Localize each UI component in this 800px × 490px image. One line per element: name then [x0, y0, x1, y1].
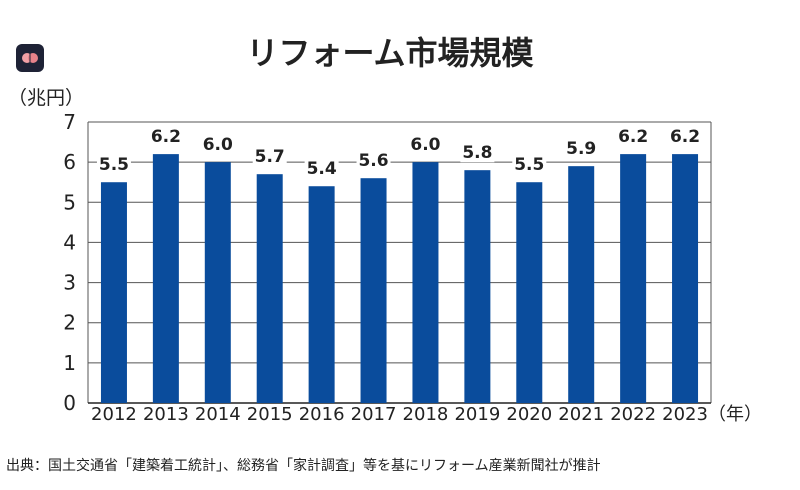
y-tick-label: 2 [63, 311, 76, 335]
data-label-background [356, 150, 391, 171]
data-label: 6.2 [151, 127, 181, 147]
x-tick-label: 2022 [610, 404, 656, 425]
bar [308, 186, 335, 403]
y-tick-label: 5 [63, 190, 76, 214]
bar [516, 182, 543, 403]
data-label: 6.0 [203, 135, 233, 155]
data-label-background [96, 154, 131, 175]
brain-icon[interactable] [16, 44, 44, 72]
data-label-background [616, 126, 651, 147]
data-label-background [512, 154, 547, 175]
source-note: 出典：国土交通省「建築着工統計」、総務省「家計調査」等を基にリフォーム産業新聞社… [6, 457, 601, 474]
data-label-background [148, 126, 183, 147]
bar [464, 170, 491, 403]
data-label-background [200, 134, 235, 155]
data-label: 5.5 [514, 155, 544, 175]
bar [412, 162, 439, 403]
data-label: 5.5 [99, 155, 129, 175]
x-tick-label: 2017 [351, 404, 397, 425]
bar [568, 166, 595, 403]
data-label-background [408, 134, 443, 155]
data-label-background [460, 142, 495, 163]
bar [100, 182, 127, 403]
data-label-background [564, 138, 599, 159]
x-tick-label: 2021 [558, 404, 604, 425]
bar [152, 154, 179, 403]
data-label: 5.9 [566, 139, 596, 159]
data-label: 6.0 [410, 135, 440, 155]
data-labels: 5.5 6.2 6.0 5.7 5.4 5.6 6.0 5.8 5.5 5.9 6.2 6.2 [96, 126, 703, 179]
data-label-background [252, 146, 287, 167]
x-tick-label: 2012 [91, 404, 137, 425]
x-tick-label: 2018 [403, 404, 449, 425]
y-tick-label: 3 [63, 271, 76, 295]
data-label: 5.4 [307, 159, 337, 179]
data-label-background [668, 126, 703, 147]
bar [620, 154, 647, 403]
x-tick-label: 2015 [247, 404, 293, 425]
y-tick-label: 0 [63, 391, 76, 415]
bars [100, 154, 699, 403]
bar [360, 178, 387, 403]
x-tick-label: 2013 [143, 404, 189, 425]
x-tick-label: 2023 [662, 404, 708, 425]
data-label: 5.6 [358, 151, 388, 171]
chart-title: リフォーム市場規模 [246, 34, 533, 72]
data-label: 6.2 [618, 127, 648, 147]
data-label-background [304, 158, 339, 179]
y-tick-label: 7 [63, 110, 76, 134]
y-axis-ticks: 0 1 2 3 4 5 6 7 [63, 110, 76, 415]
gridlines [87, 121, 712, 404]
x-tick-label: 2020 [506, 404, 552, 425]
bar [672, 154, 699, 403]
x-tick-label: 2019 [454, 404, 500, 425]
x-axis-ticks: 2012 2013 2014 2015 2016 2017 2018 2019 2020 2021… [91, 404, 708, 425]
x-tick-label: 2014 [195, 404, 241, 425]
y-tick-label: 6 [63, 150, 76, 174]
data-label: 6.2 [670, 127, 700, 147]
y-axis-unit: （兆円） [8, 87, 84, 109]
y-tick-label: 4 [63, 230, 76, 254]
x-axis-unit: （年） [708, 404, 762, 425]
y-tick-label: 1 [63, 351, 76, 375]
x-tick-label: 2016 [299, 404, 345, 425]
data-label: 5.7 [255, 147, 285, 167]
bar [256, 174, 283, 403]
data-label: 5.8 [462, 143, 492, 163]
bar [204, 162, 231, 403]
